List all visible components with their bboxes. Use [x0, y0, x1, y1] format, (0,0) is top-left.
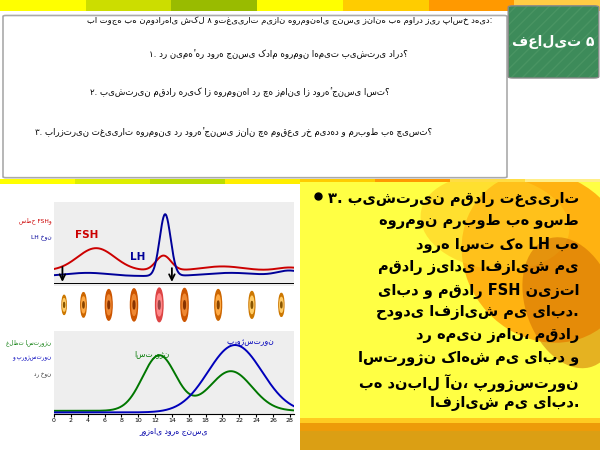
Text: مقدار زیادی افزایش می: مقدار زیادی افزایش می [379, 260, 579, 275]
Circle shape [64, 302, 65, 307]
Ellipse shape [421, 175, 569, 270]
Text: ۱. در نیمهٔ هر دوره جنسی کدام هورمون اهمیت بیشتری دارد؟: ۱. در نیمهٔ هر دوره جنسی کدام هورمون اهم… [149, 49, 408, 59]
Bar [75, 179, 150, 184]
Circle shape [215, 289, 221, 320]
Circle shape [158, 301, 160, 309]
Bar [172, 0, 257, 11]
Text: حدودی افزایش می یابد.: حدودی افزایش می یابد. [376, 306, 579, 320]
Text: LH خون: LH خون [31, 234, 52, 240]
Circle shape [217, 301, 219, 309]
Bar [514, 0, 600, 11]
Bar [225, 179, 300, 184]
Circle shape [132, 294, 136, 315]
Circle shape [133, 301, 135, 309]
Circle shape [106, 289, 112, 320]
Circle shape [108, 301, 110, 309]
Circle shape [216, 295, 220, 315]
Text: ۳. بارزترین تغییرات هورمونی در دورهٔ جنسی زنان چه موقعی رخ می‌دهد و مربوط به چیس: ۳. بارزترین تغییرات هورمونی در دورهٔ جنس… [35, 128, 432, 137]
Circle shape [181, 288, 188, 321]
Bar [300, 423, 600, 450]
Circle shape [281, 302, 282, 308]
Bar [0, 0, 86, 11]
Text: ۲. بیشترین مقدار هریک از هورمون‌ها در چه زمانی از دورهٔ جنسی است؟: ۲. بیشترین مقدار هریک از هورمون‌ها در چه… [91, 87, 390, 97]
Circle shape [107, 295, 111, 315]
Circle shape [81, 292, 86, 317]
Text: با توجه به نمودارهای شکل ۸ وتغییرات میزان هورمون‌های جنسی زنانه به موارد زیر پاس: با توجه به نمودارهای شکل ۸ وتغییرات میزا… [86, 16, 492, 25]
Bar [86, 0, 172, 11]
Text: یابد و مقدار FSH نیزتا: یابد و مقدار FSH نیزتا [377, 283, 579, 299]
Circle shape [184, 301, 185, 309]
Circle shape [157, 294, 161, 316]
Text: افزایش می یابد.: افزایش می یابد. [430, 396, 579, 411]
Circle shape [82, 297, 85, 313]
Circle shape [250, 296, 254, 314]
Text: استروژن: استروژن [134, 349, 169, 358]
Text: و پروژسترون: و پروژسترون [12, 356, 52, 361]
Circle shape [182, 294, 187, 315]
Circle shape [130, 289, 137, 321]
Bar [450, 179, 525, 184]
Bar [300, 418, 600, 431]
Circle shape [249, 292, 255, 318]
Circle shape [280, 297, 283, 312]
Bar [343, 0, 428, 11]
Bar [375, 179, 450, 184]
Text: سطح FSHو: سطح FSHو [19, 217, 52, 224]
Text: غلظت استروژن: غلظت استروژن [6, 339, 52, 346]
Text: FSH: FSH [75, 230, 98, 240]
Bar [257, 0, 343, 11]
Circle shape [83, 302, 84, 308]
Text: به دنبال آن، پروژسترون: به دنبال آن، پروژسترون [359, 374, 579, 392]
Circle shape [62, 295, 66, 315]
FancyBboxPatch shape [508, 6, 599, 78]
Ellipse shape [523, 237, 600, 368]
Bar [428, 0, 514, 11]
Bar [300, 179, 375, 184]
Text: دوره است که LH به: دوره است که LH به [416, 237, 579, 253]
Ellipse shape [461, 171, 600, 343]
Circle shape [63, 299, 65, 311]
Text: ۳. بیشترین مقدار تغییرات: ۳. بیشترین مقدار تغییرات [328, 192, 579, 207]
Bar [525, 179, 600, 184]
Text: در خون: در خون [34, 373, 52, 378]
Text: فعالیت ۵: فعالیت ۵ [512, 35, 595, 49]
Circle shape [279, 293, 284, 316]
Text: استروژن کاهش می یابد و: استروژن کاهش می یابد و [358, 351, 579, 366]
Text: پروژسترون: پروژسترون [227, 337, 275, 346]
Bar [0, 179, 75, 184]
X-axis label: روزهای دوره جنسی: روزهای دوره جنسی [140, 426, 208, 435]
Text: هورمون مربوط به وسط: هورمون مربوط به وسط [379, 214, 579, 230]
Circle shape [155, 288, 163, 322]
Text: در همین زمان، مقدار: در همین زمان، مقدار [416, 328, 579, 343]
FancyBboxPatch shape [3, 15, 507, 178]
Bar [150, 179, 225, 184]
Text: LH: LH [130, 252, 145, 262]
Circle shape [251, 302, 253, 308]
